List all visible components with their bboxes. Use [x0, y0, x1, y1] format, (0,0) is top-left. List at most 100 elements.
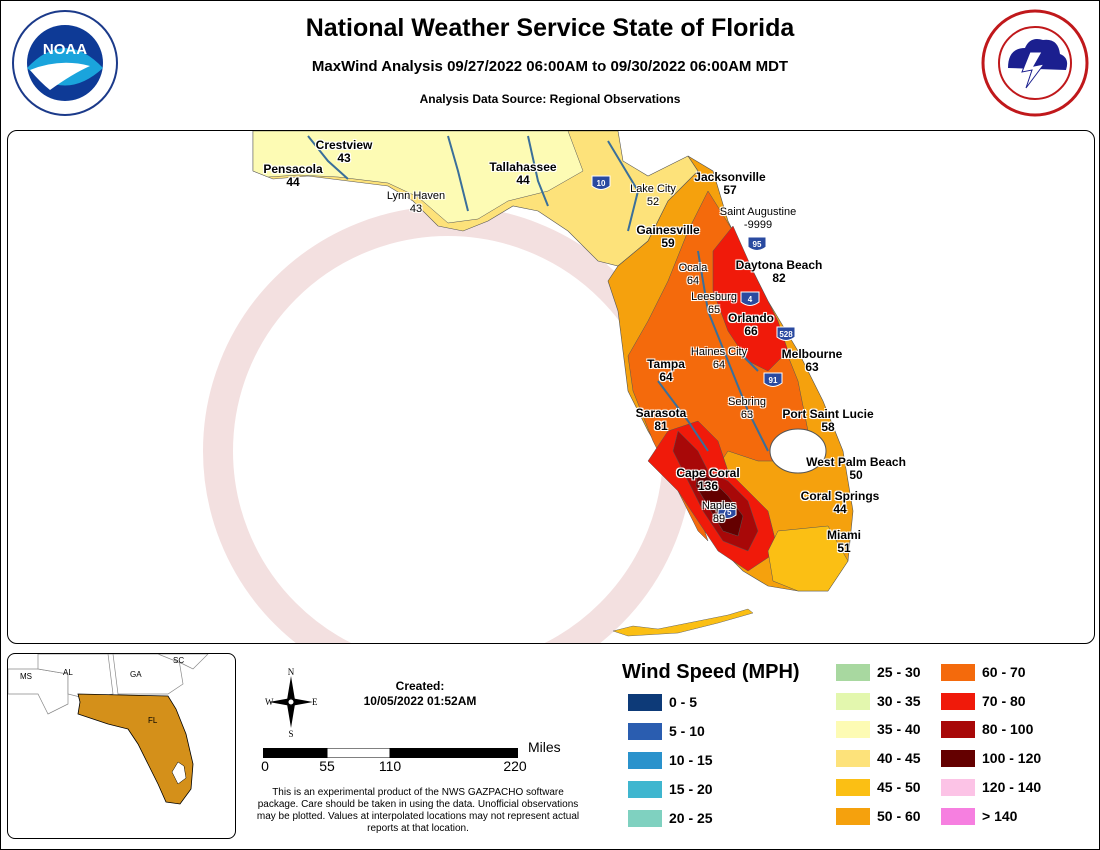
- city-label-sebring: Sebring 63: [728, 396, 766, 422]
- city-name: Melbourne: [781, 347, 843, 361]
- city-wind-value: 43: [337, 151, 351, 165]
- legend-label: 80 - 100: [982, 721, 1034, 738]
- city-label-naples: Naples 89: [702, 500, 736, 526]
- data-source: Analysis Data Source: Regional Observati…: [419, 92, 681, 106]
- legend-title: Wind Speed (MPH): [622, 661, 800, 683]
- legend-swatch: [628, 810, 662, 827]
- city-label-tallahassee: Tallahassee 44: [489, 161, 556, 187]
- city-wind-value: 43: [409, 203, 423, 215]
- city-name: Gainesville: [636, 223, 700, 237]
- inset-label-al: AL: [63, 668, 73, 677]
- compass-s: S: [288, 729, 293, 738]
- nws-logo: [980, 8, 1090, 123]
- page-subtitle: MaxWind Analysis 09/27/2022 06:00AM to 0…: [311, 58, 789, 75]
- legend-label: 120 - 140: [982, 778, 1042, 795]
- city-name: Sebring: [728, 396, 766, 408]
- legend-swatch: [836, 778, 870, 796]
- interstate-shield-528: 528: [776, 326, 796, 341]
- city-wind-value: 66: [744, 324, 758, 338]
- city-name: Crestview: [315, 138, 373, 152]
- city-wind-value: 64: [659, 370, 673, 384]
- city-wind-value: 136: [697, 479, 719, 493]
- scale-tick-110: 110: [378, 758, 402, 774]
- map-canvas: 10 95 4 528 91 75: [203, 131, 854, 643]
- city-wind-value: 89: [712, 513, 726, 525]
- city-name: Jacksonville: [694, 170, 766, 184]
- city-wind-value: 63: [805, 360, 819, 374]
- svg-text:528: 528: [779, 330, 793, 339]
- created-stamp: Created: 10/05/2022 01:52AM: [335, 679, 505, 709]
- city-wind-value: 44: [833, 502, 847, 516]
- locator-inset-map: MS AL GA SC FL: [7, 653, 236, 839]
- legend-swatch: [628, 723, 662, 740]
- legend-swatch: [836, 692, 870, 710]
- city-name: Lake City: [630, 183, 676, 195]
- city-label-leesburg: Leesburg 65: [691, 291, 737, 317]
- legend-swatch: [628, 781, 662, 798]
- noaa-logo-text: NOAA: [43, 41, 87, 58]
- city-label-west-palm-beach: West Palm Beach 50: [806, 456, 906, 482]
- city-wind-value: 82: [772, 271, 786, 285]
- city-label-cape-coral: Cape Coral 136: [676, 467, 739, 493]
- city-name: Haines City: [690, 346, 748, 358]
- scale-bar: [263, 745, 523, 763]
- city-label-port-saint-lucie: Port Saint Lucie 58: [782, 408, 873, 434]
- city-label-coral-springs: Coral Springs 44: [801, 490, 880, 516]
- legend-swatch: [836, 750, 870, 768]
- legend-label: 25 - 30: [877, 664, 921, 680]
- created-datetime: 10/05/2022 01:52AM: [363, 694, 477, 708]
- city-wind-value: 50: [849, 468, 863, 482]
- city-wind-value: 64: [686, 275, 700, 287]
- city-label-jacksonville: Jacksonville 57: [694, 171, 765, 197]
- interstate-shield-4: 4: [740, 291, 760, 306]
- city-name: Tallahassee: [489, 160, 557, 174]
- city-name: Lynn Haven: [386, 190, 446, 202]
- compass-rose: N S W E: [263, 667, 319, 743]
- city-name: Pensacola: [263, 162, 323, 176]
- interstate-shield-10: 10: [591, 175, 611, 190]
- scale-tick-0: 0: [261, 758, 269, 774]
- legend-swatch: [836, 807, 870, 825]
- legend-swatch: [836, 664, 870, 681]
- legend-label: 60 - 70: [982, 664, 1026, 680]
- legend-label: 5 - 10: [669, 723, 705, 739]
- scale-tick-55: 55: [319, 758, 335, 774]
- city-label-sarasota: Sarasota 81: [636, 407, 687, 433]
- legend-swatch: [941, 721, 975, 739]
- city-label-orlando: Orlando 66: [728, 312, 774, 338]
- legend-label: 0 - 5: [669, 694, 698, 710]
- city-name: Daytona Beach: [735, 258, 823, 272]
- city-label-tampa: Tampa 64: [647, 358, 685, 384]
- city-name: Sarasota: [635, 406, 687, 420]
- inset-label-ga: GA: [130, 670, 142, 679]
- city-wind-value: 44: [516, 173, 530, 187]
- city-name: Orlando: [727, 311, 775, 325]
- scale-tick-220: 220: [503, 758, 527, 774]
- compass-e: E: [312, 697, 318, 707]
- legend-label: 15 - 20: [669, 781, 713, 797]
- city-label-saint-augustine: Saint Augustine -9999: [720, 206, 796, 232]
- city-wind-value: 81: [654, 419, 668, 433]
- legend-swatch: [628, 694, 662, 711]
- city-wind-value: -9999: [743, 219, 773, 231]
- svg-text:91: 91: [769, 376, 778, 385]
- city-wind-value: 64: [712, 359, 726, 371]
- legend-label: 70 - 80: [982, 692, 1026, 709]
- inset-florida-shape: [77, 693, 194, 805]
- compass-n: N: [288, 668, 295, 677]
- city-wind-value: 58: [821, 420, 835, 434]
- city-wind-value: 59: [661, 236, 675, 250]
- city-label-melbourne: Melbourne 63: [782, 348, 843, 374]
- inset-label-sc: SC: [173, 656, 185, 665]
- interstate-shield-91: 91: [763, 372, 783, 387]
- city-name: Coral Springs: [800, 489, 880, 503]
- city-name: West Palm Beach: [806, 455, 906, 469]
- city-label-pensacola: Pensacola 44: [263, 163, 322, 189]
- interstate-shields: 10 95 4 528 91 75: [591, 175, 796, 519]
- city-wind-value: 57: [723, 183, 737, 197]
- city-label-daytona-beach: Daytona Beach 82: [736, 259, 823, 285]
- city-wind-value: 52: [646, 196, 660, 208]
- legend-label: 100 - 120: [982, 750, 1042, 767]
- city-label-lynn-haven: Lynn Haven 43: [387, 190, 445, 216]
- legend-swatch: [941, 807, 975, 825]
